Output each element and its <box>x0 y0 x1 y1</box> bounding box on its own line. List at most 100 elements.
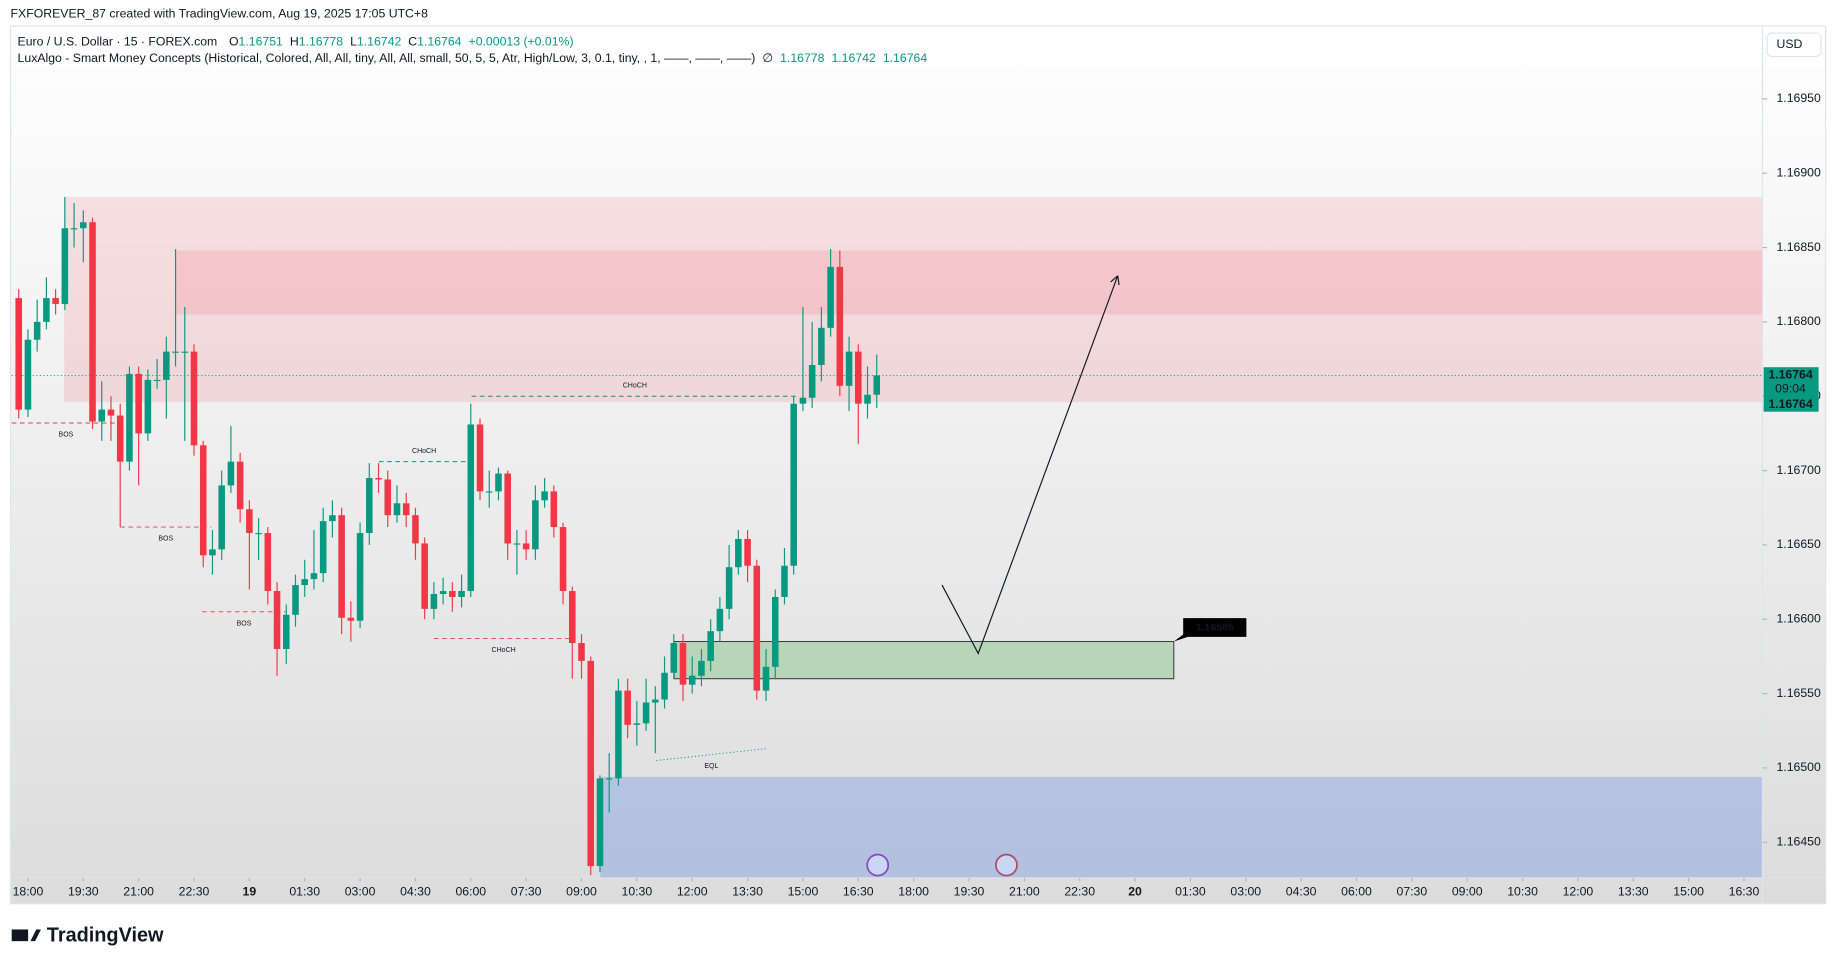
x-tick-label: 16:30 <box>843 884 874 898</box>
candle-body <box>458 591 465 597</box>
candle-body <box>633 723 641 725</box>
indicator-status: ∅ <box>762 51 773 65</box>
x-tick-label: 03:00 <box>345 884 376 898</box>
candle-body <box>550 491 558 528</box>
x-tick-label: 21:00 <box>123 884 154 898</box>
candle-body <box>181 351 189 353</box>
candle-body <box>476 424 484 492</box>
x-tick-label: 06:00 <box>1341 884 1372 898</box>
candle-body <box>605 778 613 780</box>
candle-body <box>329 515 336 522</box>
x-tick-label: 01:30 <box>289 884 320 898</box>
y-tick-label: 1.16600 <box>1776 612 1821 626</box>
y-tick-label: 1.16700 <box>1776 463 1821 477</box>
x-tick-label: 06:00 <box>455 884 486 898</box>
zone <box>673 641 1175 680</box>
currency-button[interactable] <box>1766 32 1822 58</box>
x-tick-label: 07:30 <box>511 884 542 898</box>
candle-body <box>430 593 438 609</box>
structure-label: CHoCH <box>492 647 516 654</box>
candle-body <box>135 373 142 434</box>
candle-body <box>735 538 742 568</box>
ohlc-label: C <box>408 35 417 49</box>
candle-body <box>439 591 447 594</box>
candle-body <box>33 321 41 340</box>
candle-body <box>15 298 22 410</box>
x-tick-label: 22:30 <box>1064 884 1095 898</box>
ohlc-label: L <box>350 35 357 49</box>
zone-label: 1.16585 <box>1196 621 1234 633</box>
projection-arrow <box>941 275 1119 655</box>
structure-label: BOS <box>237 620 252 627</box>
candle-body <box>412 515 419 544</box>
candle-body <box>255 533 262 535</box>
candle-body <box>449 591 456 597</box>
x-tick-label: 09:00 <box>566 884 597 898</box>
arrow-head <box>1110 275 1119 283</box>
candle-body <box>652 699 659 703</box>
candle-body <box>172 351 179 353</box>
ohlc-value: 1.16751 <box>239 35 284 49</box>
candle-body <box>98 409 106 422</box>
candle-body <box>624 690 631 725</box>
x-tick-label: 21:00 <box>1009 884 1040 898</box>
candle-body <box>836 266 844 386</box>
candle-body <box>670 643 678 673</box>
candle-body <box>873 375 881 395</box>
candle-body <box>393 503 401 516</box>
ohlc-value: 1.16764 <box>417 35 462 49</box>
candle-body <box>218 485 225 550</box>
x-tick-label: 04:30 <box>1286 884 1317 898</box>
structure-label: BOS <box>59 432 74 439</box>
ohlc-label: O <box>229 35 239 49</box>
arrow-head <box>1117 275 1120 286</box>
candle-body <box>273 591 281 649</box>
candle-body <box>532 500 539 550</box>
candle-body <box>864 394 871 404</box>
candle-body <box>467 424 475 592</box>
candle-body <box>790 403 797 566</box>
event-icon[interactable] <box>995 853 1018 877</box>
candle-body <box>144 379 152 434</box>
candle-body <box>126 373 133 462</box>
legend-line: Euro / U.S. Dollar · 15 · FOREX.com O1.16… <box>18 35 574 49</box>
countdown-label: 09:04 <box>1775 382 1806 396</box>
y-tick-label: 1.16900 <box>1776 165 1821 179</box>
y-tick-label: 1.16950 <box>1776 91 1821 105</box>
x-tick-label: 10:30 <box>1507 884 1538 898</box>
y-tick-label: 1.16500 <box>1776 760 1821 774</box>
candle-body <box>421 543 428 609</box>
candle-body <box>587 660 595 867</box>
candle-body <box>522 543 530 550</box>
candle-body <box>347 617 355 621</box>
candle-body <box>61 228 69 305</box>
x-tick-label: 18:00 <box>898 884 929 898</box>
structure-label: BOS <box>158 536 173 543</box>
candle-body <box>559 527 567 592</box>
x-tick-label: 22:30 <box>179 884 210 898</box>
y-tick-label: 1.16550 <box>1776 686 1821 700</box>
candle-body <box>80 222 87 229</box>
y-tick-label: 1.16850 <box>1776 240 1821 254</box>
candle-body <box>513 543 521 545</box>
candle-body <box>338 515 345 618</box>
indicator-value: 1.16764 <box>883 51 928 65</box>
event-icon[interactable] <box>866 853 890 877</box>
x-tick-label: 13:30 <box>732 884 763 898</box>
x-tick-label: 10:30 <box>622 884 653 898</box>
candle-body <box>209 549 216 556</box>
x-tick-label: 12:00 <box>677 884 708 898</box>
structure-label: CHoCH <box>412 448 436 455</box>
candle-body <box>153 379 161 382</box>
candle-body <box>771 596 779 667</box>
candle-body <box>753 565 761 691</box>
brand: TradingView <box>47 925 164 947</box>
plot-area: BOS BOS BOS CHoCH CHoCH CHoCH EQL <box>11 196 1763 878</box>
candle-body <box>292 585 299 615</box>
candle-body <box>301 579 308 586</box>
y-tick-label: 1.16800 <box>1776 314 1821 328</box>
candle-body <box>541 491 548 501</box>
tradingview-logo[interactable]: TradingView <box>11 925 164 947</box>
